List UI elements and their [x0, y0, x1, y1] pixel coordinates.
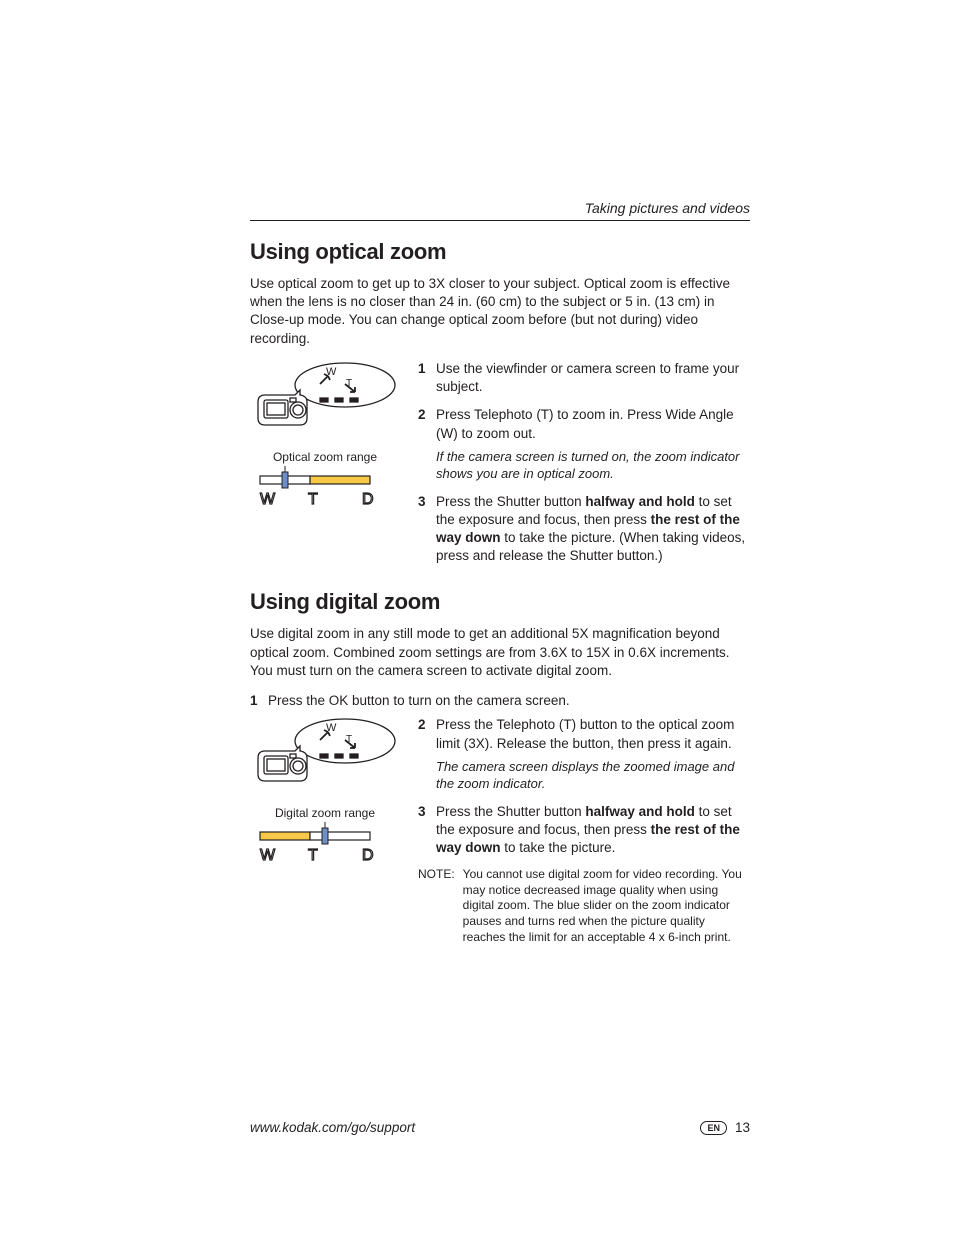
svg-text:T: T: [346, 734, 352, 745]
optical-step-2: Press Telephoto (T) to zoom in. Press Wi…: [418, 406, 750, 482]
camera-zoom-illustration: W T: [250, 360, 400, 438]
digital-intro: Use digital zoom in any still mode to ge…: [250, 625, 750, 680]
optical-step-1: Use the viewfinder or camera screen to f…: [418, 360, 750, 396]
svg-text:W: W: [326, 366, 337, 378]
optical-zoom-range-label: Optical zoom range: [250, 450, 400, 464]
lang-badge: EN: [700, 1121, 727, 1135]
scale-D: D: [362, 491, 374, 508]
svg-text:W: W: [326, 722, 337, 734]
scale-T: T: [308, 491, 318, 508]
optical-zoom-range-diagram: W T D: [250, 464, 380, 510]
svg-text:D: D: [362, 847, 374, 864]
heading-digital-zoom: Using digital zoom: [250, 589, 750, 615]
footer-url: www.kodak.com/go/support: [250, 1120, 415, 1135]
digital-note: NOTE: You cannot use digital zoom for vi…: [418, 867, 750, 945]
digital-step-2: Press the Telephoto (T) button to the op…: [418, 716, 750, 792]
chapter-title: Taking pictures and videos: [250, 200, 750, 221]
digital-step-2-note: The camera screen displays the zoomed im…: [436, 759, 750, 793]
digital-step-1: Press the OK button to turn on the camer…: [250, 692, 750, 710]
svg-text:W: W: [260, 847, 276, 864]
heading-optical-zoom: Using optical zoom: [250, 239, 750, 265]
scale-W: W: [260, 491, 276, 508]
camera-zoom-illustration-2: W T: [250, 716, 400, 794]
optical-step-3: Press the Shutter button halfway and hol…: [418, 493, 750, 566]
optical-step-2-note: If the camera screen is turned on, the z…: [436, 449, 750, 483]
optical-intro: Use optical zoom to get up to 3X closer …: [250, 275, 750, 348]
digital-zoom-range-diagram: W T D: [250, 820, 380, 866]
digital-zoom-range-label: Digital zoom range: [250, 806, 400, 820]
page-number: 13: [735, 1120, 750, 1135]
digital-step-3: Press the Shutter button halfway and hol…: [418, 803, 750, 858]
svg-text:T: T: [346, 378, 352, 389]
svg-text:T: T: [308, 847, 318, 864]
